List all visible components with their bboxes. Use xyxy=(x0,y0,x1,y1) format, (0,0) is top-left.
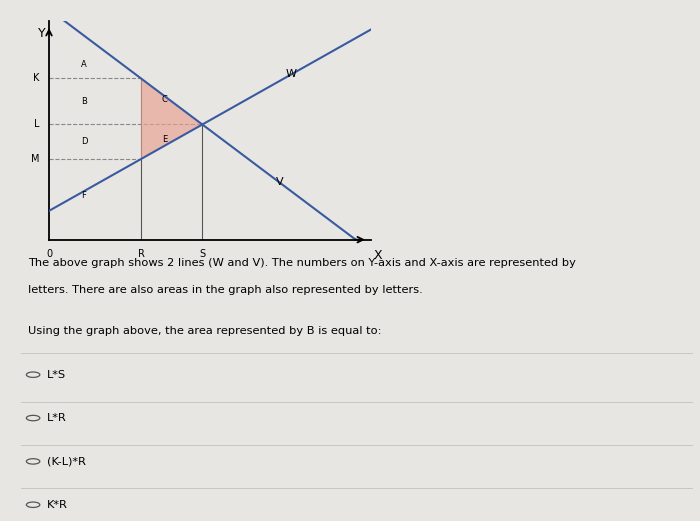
Text: E: E xyxy=(162,135,167,144)
Text: C: C xyxy=(162,95,167,104)
Text: The above graph shows 2 lines (W and V). The numbers on Y-axis and X-axis are re: The above graph shows 2 lines (W and V).… xyxy=(28,258,575,268)
Text: W: W xyxy=(285,69,296,79)
Text: R: R xyxy=(138,249,144,259)
Text: L*R: L*R xyxy=(46,413,66,423)
Text: F: F xyxy=(81,191,86,200)
Text: B: B xyxy=(81,97,87,106)
Text: L*S: L*S xyxy=(46,370,66,380)
Text: (K-L)*R: (K-L)*R xyxy=(46,456,85,466)
Text: D: D xyxy=(80,137,88,146)
Text: Using the graph above, the area represented by B is equal to:: Using the graph above, the area represen… xyxy=(28,326,382,336)
Text: S: S xyxy=(199,249,205,259)
Text: M: M xyxy=(32,154,40,164)
Text: Y: Y xyxy=(38,28,45,41)
Text: K: K xyxy=(34,73,40,83)
Text: 0: 0 xyxy=(46,249,52,259)
Text: K*R: K*R xyxy=(46,500,67,510)
Text: L: L xyxy=(34,119,40,130)
Text: V: V xyxy=(276,178,284,188)
Text: X: X xyxy=(374,249,383,262)
Text: A: A xyxy=(81,59,87,69)
Polygon shape xyxy=(141,79,202,159)
Text: letters. There are also areas in the graph also represented by letters.: letters. There are also areas in the gra… xyxy=(28,286,423,295)
